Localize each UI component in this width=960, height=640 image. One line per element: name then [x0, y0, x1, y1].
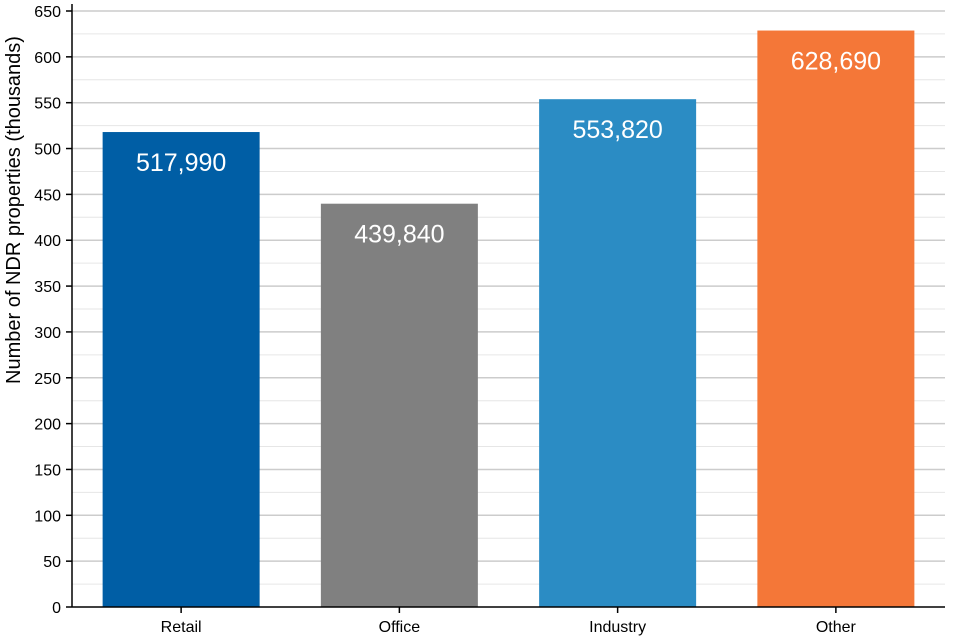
data-labels: 517,990 439,840 553,820 628,690 [136, 48, 881, 249]
y-tick-label: 0 [52, 600, 61, 617]
data-label-other: 628,690 [791, 48, 881, 76]
x-tick-label-industry: Industry [589, 619, 646, 636]
data-label-industry: 553,820 [572, 116, 662, 144]
y-tick-label: 650 [34, 4, 61, 21]
y-tick-label: 150 [34, 462, 61, 479]
bars [102, 30, 915, 608]
y-tick-label: 300 [34, 325, 61, 342]
y-tick-label: 450 [34, 187, 61, 204]
y-axis-title: Number of NDR properties (thousands) [3, 36, 25, 384]
y-axis-ticks: 0 50 100 150 200 250 300 350 400 450 500 550 600 650 [34, 4, 72, 617]
y-tick-label: 250 [34, 371, 61, 388]
bar-other [757, 30, 915, 608]
y-tick-label: 600 [34, 50, 61, 67]
bar-office [320, 203, 478, 607]
y-tick-label: 100 [34, 508, 61, 525]
y-tick-label: 350 [34, 279, 61, 296]
data-label-retail: 517,990 [136, 149, 226, 177]
y-tick-label: 50 [43, 554, 61, 571]
y-tick-label: 550 [34, 96, 61, 113]
x-axis-ticks: Retail Office Industry Other [161, 607, 857, 636]
y-tick-label: 500 [34, 142, 61, 159]
bar-industry [539, 99, 697, 607]
x-tick-label-retail: Retail [161, 619, 202, 636]
x-tick-label-other: Other [816, 619, 857, 636]
y-tick-label: 400 [34, 233, 61, 250]
x-tick-label-office: Office [379, 619, 421, 636]
y-tick-label: 200 [34, 417, 61, 434]
bar-retail [102, 132, 260, 607]
data-label-office: 439,840 [354, 221, 444, 249]
